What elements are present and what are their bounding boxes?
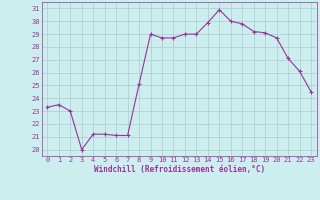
- X-axis label: Windchill (Refroidissement éolien,°C): Windchill (Refroidissement éolien,°C): [94, 165, 265, 174]
